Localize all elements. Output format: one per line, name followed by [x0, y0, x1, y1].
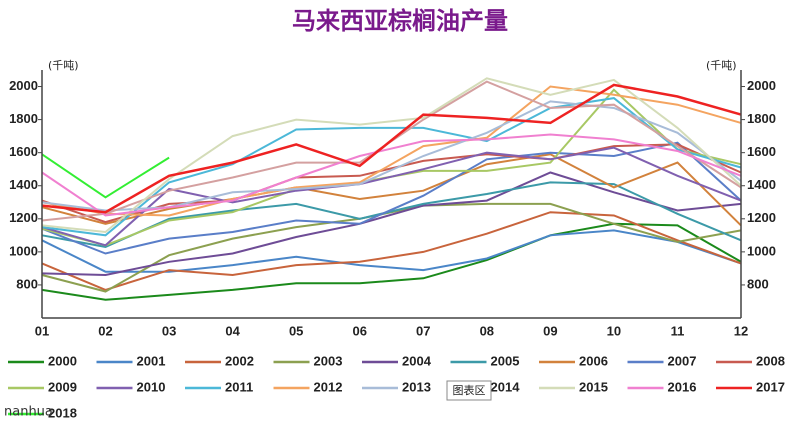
x-tick-label: 01 — [35, 323, 49, 338]
x-tick-label: 09 — [543, 323, 557, 338]
y-tick-label: 2000 — [9, 78, 38, 93]
legend-label: 2009 — [48, 379, 77, 394]
y-tick-label: 1000 — [9, 243, 38, 258]
legend-label: 2005 — [491, 353, 520, 368]
legend-label: 2015 — [579, 379, 608, 394]
chart-title: 马来西亚棕榈油产量 — [292, 7, 508, 35]
y-tick-label: 1200 — [9, 210, 38, 225]
series-line — [41, 133, 742, 217]
series-line — [41, 83, 742, 214]
y-tick-label: 1400 — [9, 177, 38, 192]
y2-tick-label: 1000 — [747, 243, 776, 258]
y-tick-label: 1800 — [9, 111, 38, 126]
y-tick-label: 800 — [16, 276, 38, 291]
watermark: nanhua — [4, 405, 53, 420]
tooltip-box — [446, 380, 492, 401]
y2-tick-label: 1400 — [747, 177, 776, 192]
x-tick-label: 11 — [671, 323, 685, 338]
x-tick-label: 08 — [480, 323, 494, 338]
legend-label: 2008 — [756, 353, 785, 368]
legend-label: 2014 — [491, 379, 521, 394]
legend-label: 2013 — [402, 379, 431, 394]
series-line — [41, 153, 742, 227]
series-line — [41, 222, 742, 301]
legend-label: 2012 — [314, 379, 343, 394]
y2-tick-label: 1200 — [747, 210, 776, 225]
legend-label: 2002 — [225, 353, 254, 368]
legend-label: 2011 — [225, 379, 253, 394]
series-line — [41, 229, 742, 273]
series-line — [41, 97, 742, 237]
x-tick-label: 05 — [289, 323, 303, 338]
series-line — [41, 202, 742, 293]
x-tick-label: 07 — [416, 323, 430, 338]
y2-tick-label: 1800 — [747, 111, 776, 126]
y2-axis-label: (千吨) — [706, 59, 737, 72]
legend-label: 2003 — [314, 353, 343, 368]
y2-tick-label: 800 — [747, 276, 769, 291]
x-tick-label: 10 — [607, 323, 621, 338]
series-line — [41, 171, 742, 277]
x-tick-label: 04 — [225, 323, 240, 338]
legend: 2000 2001 2002 2003 2004 2005 2006 2007 2008 2009… — [8, 353, 785, 420]
series-line — [41, 181, 742, 248]
series-line — [41, 211, 742, 291]
x-tick-label: 03 — [162, 323, 176, 338]
x-tick-label: 12 — [734, 323, 748, 338]
legend-label: 2017 — [756, 379, 785, 394]
legend-label: 2016 — [668, 379, 697, 394]
legend-label: 2001 — [137, 353, 166, 368]
y2-tick-label: 1600 — [747, 144, 776, 159]
series-line — [41, 141, 742, 255]
legend-label: 2000 — [48, 353, 77, 368]
legend-label: 2018 — [48, 405, 77, 420]
tooltip: 图表区 — [453, 383, 486, 397]
y2-tick-label: 2000 — [747, 78, 776, 93]
series-line — [41, 153, 170, 199]
y-axis-label: (千吨) — [48, 59, 79, 72]
series-line — [41, 85, 742, 217]
legend-label: 2007 — [668, 353, 697, 368]
y-tick-label: 1600 — [9, 144, 38, 159]
x-tick-label: 06 — [352, 323, 366, 338]
legend-label: 2004 — [402, 353, 432, 368]
series-line — [41, 146, 742, 247]
x-tick-label: 02 — [98, 323, 112, 338]
legend-label: 2010 — [137, 379, 166, 394]
plot-area — [41, 77, 742, 301]
legend-label: 2006 — [579, 353, 608, 368]
